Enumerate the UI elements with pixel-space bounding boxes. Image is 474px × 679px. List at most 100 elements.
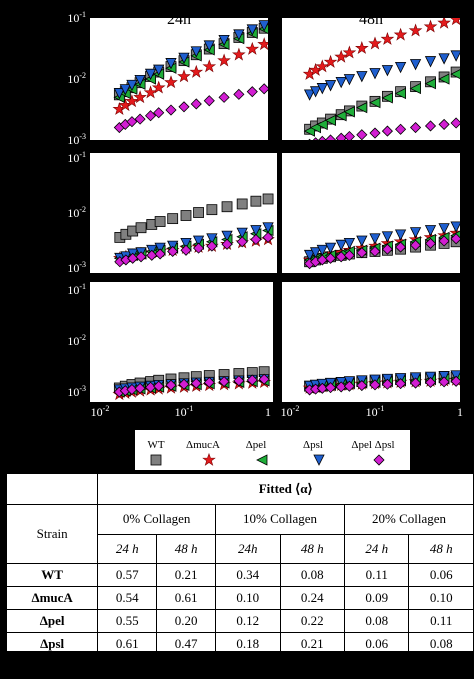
value-cell: 0.57 bbox=[97, 563, 158, 587]
data-point bbox=[381, 231, 394, 243]
chart-panel: 10-3 10-2 10-1 bbox=[67, 150, 277, 275]
data-point bbox=[343, 106, 355, 118]
time-header: 48 h bbox=[279, 533, 345, 564]
data-point bbox=[342, 45, 357, 59]
data-point bbox=[335, 76, 347, 89]
data-point bbox=[180, 244, 192, 256]
time-header: 48 h bbox=[408, 533, 474, 564]
data-point bbox=[395, 123, 407, 135]
value-cell: 0.12 bbox=[215, 609, 281, 633]
data-point bbox=[218, 91, 230, 103]
data-point bbox=[190, 98, 202, 110]
data-point bbox=[177, 69, 191, 83]
data-point bbox=[356, 71, 368, 83]
data-point bbox=[135, 251, 147, 263]
data-point bbox=[165, 379, 177, 391]
data-point bbox=[233, 29, 245, 41]
data-point bbox=[335, 110, 347, 122]
data-point bbox=[246, 86, 258, 98]
data-point bbox=[450, 233, 460, 245]
data-point bbox=[153, 64, 165, 76]
data-point bbox=[356, 379, 368, 392]
data-point bbox=[394, 61, 407, 74]
data-point bbox=[343, 74, 356, 86]
data-point bbox=[218, 34, 230, 47]
data-point bbox=[262, 193, 274, 205]
data-point bbox=[133, 90, 147, 104]
data-point bbox=[233, 375, 245, 387]
panel-title: 24h bbox=[167, 11, 191, 28]
legend-marker bbox=[313, 454, 325, 466]
data-point bbox=[221, 230, 233, 243]
data-point bbox=[424, 237, 437, 249]
value-cell: 0.54 bbox=[97, 586, 158, 610]
data-point bbox=[369, 233, 381, 245]
data-point bbox=[393, 27, 408, 41]
data-point bbox=[151, 80, 166, 94]
x-tick-label: 10-1 bbox=[366, 404, 385, 419]
fitted-alpha-table: Fitted ⟨α⟩ Strain 0% Collagen 10% Collag… bbox=[5, 473, 474, 679]
x-tick-label: 1 bbox=[265, 405, 271, 419]
strain-cell: WT bbox=[5, 563, 99, 587]
data-point bbox=[324, 134, 337, 140]
data-point bbox=[246, 374, 258, 386]
data-point bbox=[189, 64, 204, 78]
legend-marker bbox=[202, 452, 216, 466]
data-point bbox=[334, 49, 348, 63]
y-tick-label: 10-3 bbox=[67, 384, 86, 399]
data-point bbox=[343, 249, 355, 261]
data-point bbox=[303, 249, 316, 262]
panel-title: 48h bbox=[359, 11, 383, 28]
y-tick-label: 10-2 bbox=[67, 71, 86, 86]
y-tick-label: 10-1 bbox=[67, 150, 86, 165]
data-point bbox=[190, 377, 202, 389]
data-point bbox=[262, 231, 274, 243]
value-cell: 0.10 bbox=[408, 586, 474, 610]
y-tick-label: 10-3 bbox=[67, 260, 86, 275]
data-point bbox=[125, 94, 139, 108]
data-point bbox=[250, 233, 262, 246]
value-cell: 0.18 bbox=[343, 655, 410, 679]
fitted-header: Fitted ⟨α⟩ bbox=[97, 473, 474, 505]
data-point bbox=[154, 248, 166, 260]
group-header: 0% Collagen bbox=[97, 504, 217, 535]
data-point bbox=[381, 65, 394, 77]
data-point bbox=[165, 58, 177, 70]
data-point bbox=[450, 370, 460, 382]
x-tick-label: 10-2 bbox=[91, 404, 110, 419]
data-point bbox=[193, 242, 205, 254]
value-cell: 0.47 bbox=[156, 632, 217, 656]
data-point bbox=[450, 117, 460, 129]
data-point bbox=[409, 121, 422, 134]
data-point bbox=[324, 242, 337, 254]
data-point bbox=[356, 129, 368, 140]
time-header: 24h bbox=[215, 533, 281, 564]
data-point bbox=[303, 89, 316, 101]
table-row: Δpel Δpsl 0.22 0.04 0.24 0.09 0.18 0.08 bbox=[5, 655, 474, 679]
data-point bbox=[394, 229, 407, 241]
data-point bbox=[324, 80, 337, 92]
data-point bbox=[221, 238, 233, 250]
value-cell: 0.06 bbox=[408, 563, 474, 587]
data-point bbox=[369, 68, 381, 80]
data-point bbox=[424, 120, 437, 132]
data-point bbox=[409, 239, 422, 251]
legend: WT ΔmucA Δpel Δpsl Δpel Δpsl bbox=[135, 430, 410, 470]
data-point bbox=[381, 243, 393, 255]
value-cell: 0.61 bbox=[97, 632, 158, 656]
data-point bbox=[380, 31, 395, 45]
data-point bbox=[309, 247, 322, 259]
legend-label: ΔmucA bbox=[186, 439, 220, 451]
data-point bbox=[233, 88, 245, 100]
data-point bbox=[437, 18, 451, 29]
data-point bbox=[381, 125, 393, 137]
value-cell: 0.20 bbox=[156, 609, 217, 633]
data-point bbox=[221, 201, 233, 213]
data-point bbox=[438, 118, 450, 130]
data-point bbox=[438, 73, 450, 85]
value-cell: 0.09 bbox=[279, 655, 345, 679]
data-point bbox=[409, 59, 422, 71]
data-point bbox=[409, 227, 422, 239]
data-point bbox=[262, 222, 274, 234]
